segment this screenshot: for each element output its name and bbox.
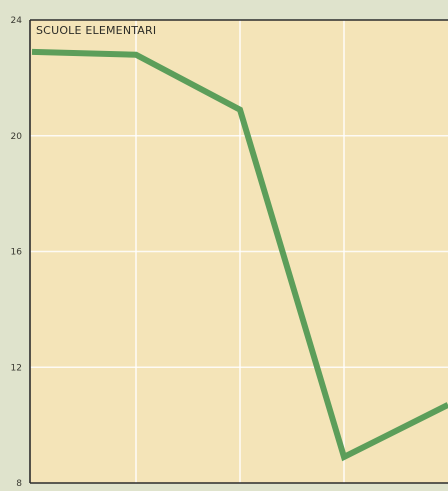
y-tick-label: 8	[16, 479, 22, 489]
grid	[30, 20, 448, 483]
y-tick-label: 16	[11, 248, 23, 258]
series-line	[31, 48, 448, 462]
y-tick-label: 24	[11, 16, 23, 26]
y-tick-label: 12	[11, 363, 22, 373]
chart-title: SCUOLE ELEMENTARI	[36, 24, 156, 37]
y-axis-ticks: 8 12 16 20 24	[11, 16, 23, 489]
y-tick-label: 20	[11, 132, 23, 142]
